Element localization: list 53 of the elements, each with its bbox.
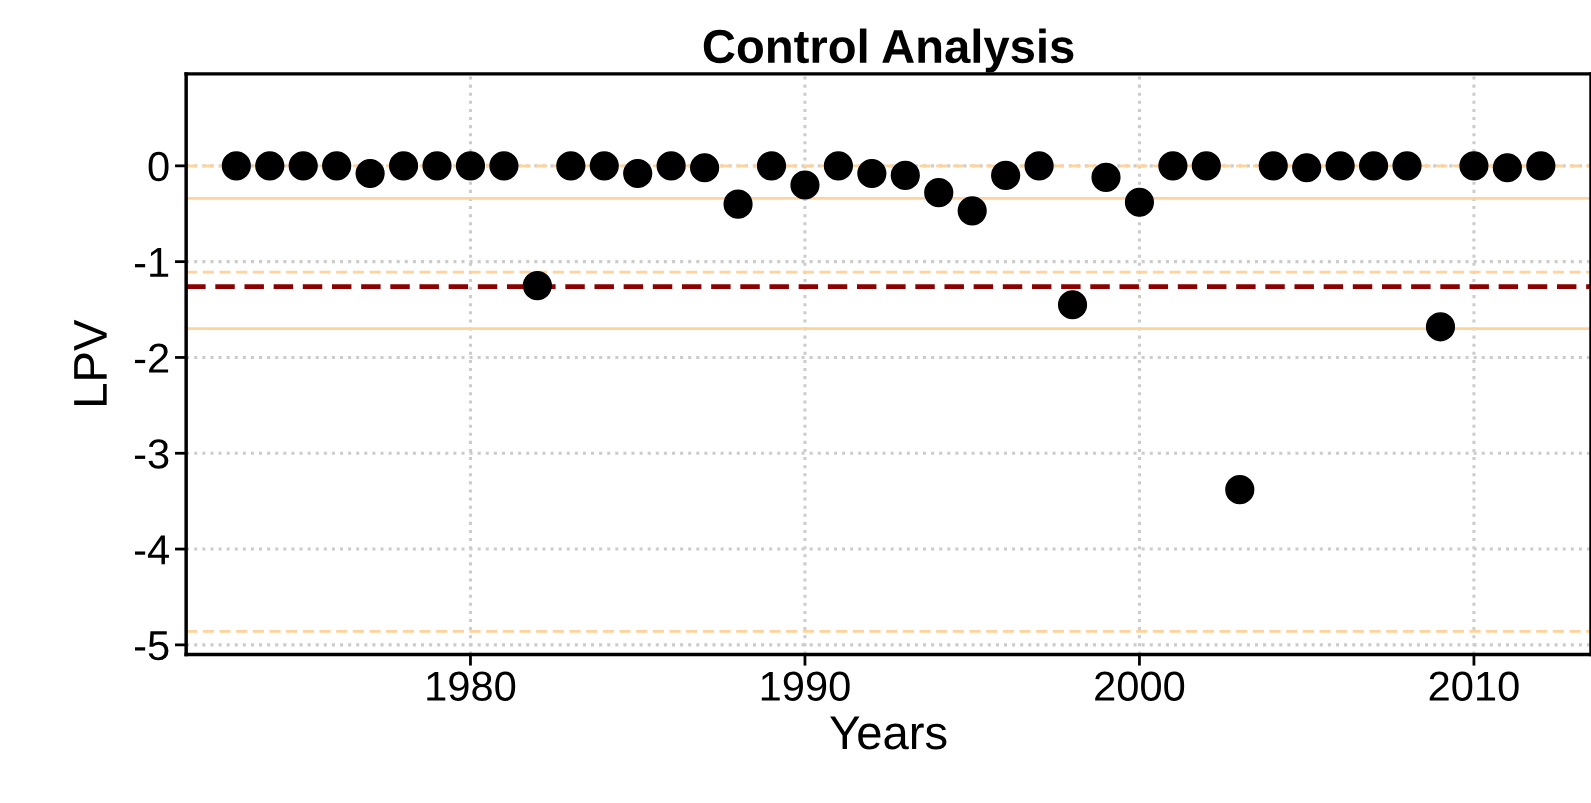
point: [656, 151, 686, 181]
point: [1158, 151, 1188, 181]
point: [422, 151, 452, 181]
point: [1425, 312, 1456, 342]
point: [322, 151, 352, 181]
point: [1024, 151, 1054, 181]
point: [1258, 151, 1288, 181]
point: [690, 153, 720, 183]
point: [823, 151, 853, 181]
y-tick-label: -4: [134, 535, 169, 565]
point: [455, 151, 486, 181]
point: [1392, 151, 1422, 181]
x-tick-label: 1980: [427, 671, 516, 702]
x-axis-title: Years: [830, 716, 947, 750]
x-tick-label: 2000: [1095, 671, 1185, 702]
point: [790, 170, 820, 200]
x-tick-label: 1990: [761, 671, 850, 702]
point: [556, 151, 586, 181]
point: [723, 189, 753, 219]
point: [1091, 162, 1121, 192]
point: [1292, 153, 1322, 183]
point: [924, 178, 954, 208]
point: [355, 158, 385, 189]
point: [756, 151, 787, 181]
y-tick-label: -2: [134, 343, 169, 373]
y-tick-label: -1: [134, 248, 169, 277]
point: [890, 160, 920, 191]
point: [288, 151, 318, 181]
point: [1057, 290, 1088, 320]
point: [1225, 475, 1255, 505]
y-tick-label: -3: [134, 439, 169, 469]
point: [221, 151, 251, 181]
point: [522, 271, 552, 301]
point: [857, 158, 887, 189]
y-tick-label: -5: [134, 631, 169, 661]
point: [623, 158, 653, 189]
point: [1358, 151, 1389, 181]
point: [1124, 187, 1155, 217]
y-tick-label: 0: [148, 151, 169, 182]
chart-title: Control Analysis: [703, 28, 1074, 73]
y-axis-title: LPV: [74, 319, 107, 405]
point: [1325, 151, 1355, 181]
point: [1191, 151, 1221, 181]
point: [991, 160, 1021, 191]
point: [957, 196, 987, 226]
point: [1492, 153, 1522, 183]
point: [1459, 151, 1489, 181]
point: [1526, 151, 1556, 181]
point: [255, 151, 285, 181]
point: [388, 151, 419, 181]
point: [489, 151, 519, 181]
x-tick-label: 2010: [1429, 671, 1519, 702]
point: [589, 151, 619, 181]
